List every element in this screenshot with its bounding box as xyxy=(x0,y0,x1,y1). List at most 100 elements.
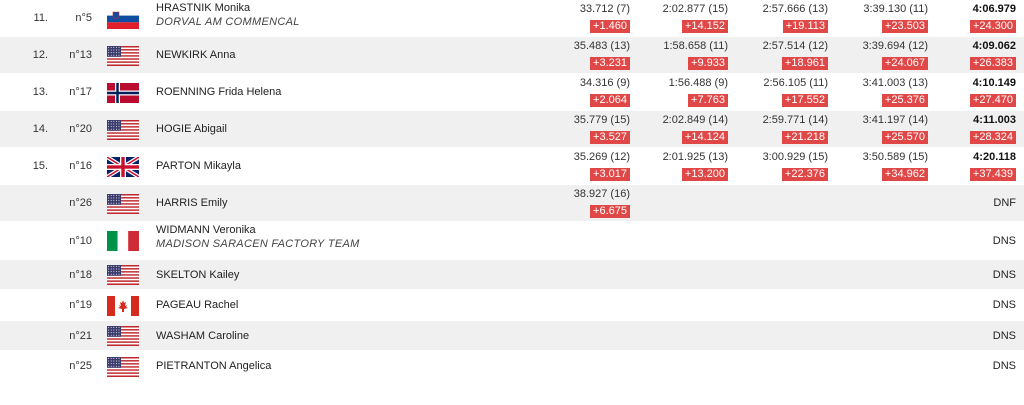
bib-number: n°25 xyxy=(69,360,92,372)
split-time: 2:02.877 (15) xyxy=(662,3,728,15)
norway-flag-icon xyxy=(107,83,139,103)
bib-number: n°20 xyxy=(69,123,92,135)
split-2: 1:58.658 (11) +9.933 xyxy=(628,40,728,71)
split-3: 2:59.771 (14) +21.218 xyxy=(728,114,828,145)
split-gap-badge: +25.570 xyxy=(881,131,928,144)
final-time-value: 4:11.003 xyxy=(973,114,1016,126)
italy-flag-icon xyxy=(107,231,139,251)
usa-flag-icon xyxy=(107,265,139,285)
rider-name[interactable]: SKELTON Kailey xyxy=(156,269,240,281)
split-gap-badge: +18.961 xyxy=(781,57,828,70)
rider-name[interactable]: WASHAM Caroline xyxy=(156,330,250,342)
status-label: DNS xyxy=(992,299,1016,311)
split-time: 3:39.130 (11) xyxy=(863,3,928,15)
bib-number: n°16 xyxy=(69,160,92,172)
bib-number: n°21 xyxy=(69,330,92,342)
rider-name[interactable]: NEWKIRK Anna xyxy=(156,49,236,61)
final-time: 4:20.118 +37.439 xyxy=(916,151,1016,182)
final-time-value: 4:09.062 xyxy=(972,40,1016,52)
usa-flag-icon xyxy=(107,46,139,66)
split-3: 2:57.514 (12) +18.961 xyxy=(728,40,828,71)
result-row[interactable]: n°25 PIETRANTON Angelica DNS xyxy=(0,351,1024,382)
rider-name[interactable]: ROENNING Frida Helena xyxy=(156,86,282,98)
split-gap-badge: +17.552 xyxy=(781,94,828,107)
split-gap-badge: +21.218 xyxy=(781,131,828,144)
result-row[interactable]: n°18 SKELTON Kailey DNS xyxy=(0,260,1024,290)
result-row[interactable]: n°26 HARRIS Emily 38.927 (16) +6.675 DNF xyxy=(0,185,1024,222)
final-gap-badge: +28.324 xyxy=(969,131,1016,144)
split-time: 35.269 (12) xyxy=(573,151,630,163)
split-gap-badge: +14.124 xyxy=(681,131,728,144)
split-1: 35.779 (15) +3.527 xyxy=(530,114,630,145)
split-time: 2:57.514 (12) xyxy=(762,40,828,52)
result-row[interactable]: 11. n°5 HRASTNIK Monika DORVAL AM COMMENCAL… xyxy=(0,0,1024,37)
rider-name[interactable]: PIETRANTON Angelica xyxy=(156,360,272,372)
rider-name[interactable]: PAGEAU Rachel xyxy=(156,299,239,311)
result-row[interactable]: 14. n°20 HOGIE Abigail 35.779 (15) +3.527 2:0… xyxy=(0,111,1024,148)
split-1: 38.927 (16) +6.675 xyxy=(530,188,630,219)
split-gap-badge: +7.763 xyxy=(688,94,728,107)
usa-flag-icon xyxy=(107,357,139,377)
result-row[interactable]: 13. n°17 ROENNING Frida Helena 34.316 (9) +2… xyxy=(0,74,1024,111)
split-time: 1:58.658 (11) xyxy=(663,40,728,52)
result-row[interactable]: 12. n°13 NEWKIRK Anna 35.483 (13) +3.231 1:58… xyxy=(0,37,1024,74)
split-time: 1:56.488 (9) xyxy=(668,77,728,89)
final-time: 4:09.062 +26.383 xyxy=(916,40,1016,71)
split-gap-badge: +3.527 xyxy=(590,131,630,144)
final-time-value: 4:10.149 xyxy=(972,77,1016,89)
usa-flag-icon xyxy=(107,194,139,214)
result-row[interactable]: n°19 PAGEAU Rachel DNS xyxy=(0,290,1024,321)
split-3: 2:56.105 (11) +17.552 xyxy=(728,77,828,108)
split-1: 34.316 (9) +2.064 xyxy=(530,77,630,108)
rank: 15. xyxy=(32,160,48,172)
status-label: DNS xyxy=(992,330,1016,342)
split-time: 2:01.925 (13) xyxy=(662,151,728,163)
final-time: 4:11.003 +28.324 xyxy=(916,114,1016,145)
split-gap-badge: +14.152 xyxy=(681,20,728,33)
split-4: 3:41.003 (13) +25.376 xyxy=(828,77,928,108)
split-time: 33.712 (7) xyxy=(579,3,630,15)
bib-number: n°18 xyxy=(69,269,92,281)
results-table: 11. n°5 HRASTNIK Monika DORVAL AM COMMENCAL… xyxy=(0,0,1024,382)
rank: 13. xyxy=(32,86,48,98)
split-time: 3:39.694 (12) xyxy=(862,40,928,52)
rank: 11. xyxy=(33,12,48,24)
split-gap-badge: +13.200 xyxy=(681,168,728,181)
split-gap-badge: +25.376 xyxy=(881,94,928,107)
split-gap-badge: +34.962 xyxy=(881,168,928,181)
team-name: DORVAL AM COMMENCAL xyxy=(156,16,300,28)
split-time: 3:00.929 (15) xyxy=(762,151,828,163)
rider-name[interactable]: HRASTNIK Monika xyxy=(156,2,251,14)
bib-number: n°5 xyxy=(75,12,92,24)
split-time: 2:56.105 (11) xyxy=(763,77,828,89)
final-gap-badge: +24.300 xyxy=(969,20,1016,33)
rider-name[interactable]: HOGIE Abigail xyxy=(156,123,227,135)
bib-number: n°10 xyxy=(69,235,92,247)
status-label: DNS xyxy=(992,235,1016,247)
result-row[interactable]: 15. n°16 PARTON Mikayla 35.269 (12) +3.017 2:… xyxy=(0,148,1024,185)
split-4: 3:39.694 (12) +24.067 xyxy=(828,40,928,71)
team-name: MADISON SARACEN FACTORY TEAM xyxy=(156,238,360,250)
split-1: 35.483 (13) +3.231 xyxy=(530,40,630,71)
split-2: 2:02.877 (15) +14.152 xyxy=(628,3,728,34)
split-gap-badge: +19.113 xyxy=(782,20,828,33)
split-time: 2:59.771 (14) xyxy=(762,114,828,126)
split-4: 3:39.130 (11) +23.503 xyxy=(828,3,928,34)
split-time: 3:41.197 (14) xyxy=(862,114,928,126)
split-gap-badge: +3.231 xyxy=(590,57,630,70)
split-gap-badge: +9.933 xyxy=(688,57,728,70)
slovenia-flag-icon xyxy=(107,9,139,29)
usa-flag-icon xyxy=(107,326,139,346)
rider-name[interactable]: HARRIS Emily xyxy=(156,197,228,209)
split-gap-badge: +24.067 xyxy=(881,57,928,70)
result-row[interactable]: n°21 WASHAM Caroline DNS xyxy=(0,321,1024,351)
split-3: 3:00.929 (15) +22.376 xyxy=(728,151,828,182)
rank: 14. xyxy=(32,123,48,135)
split-time: 35.483 (13) xyxy=(573,40,630,52)
split-gap-badge: +1.460 xyxy=(590,20,630,33)
rider-name[interactable]: PARTON Mikayla xyxy=(156,160,241,172)
result-row[interactable]: n°10 WIDMANN Veronika MADISON SARACEN FACT… xyxy=(0,222,1024,260)
rider-name[interactable]: WIDMANN Veronika xyxy=(156,224,256,236)
split-time: 3:50.589 (15) xyxy=(862,151,928,163)
bib-number: n°26 xyxy=(69,197,92,209)
